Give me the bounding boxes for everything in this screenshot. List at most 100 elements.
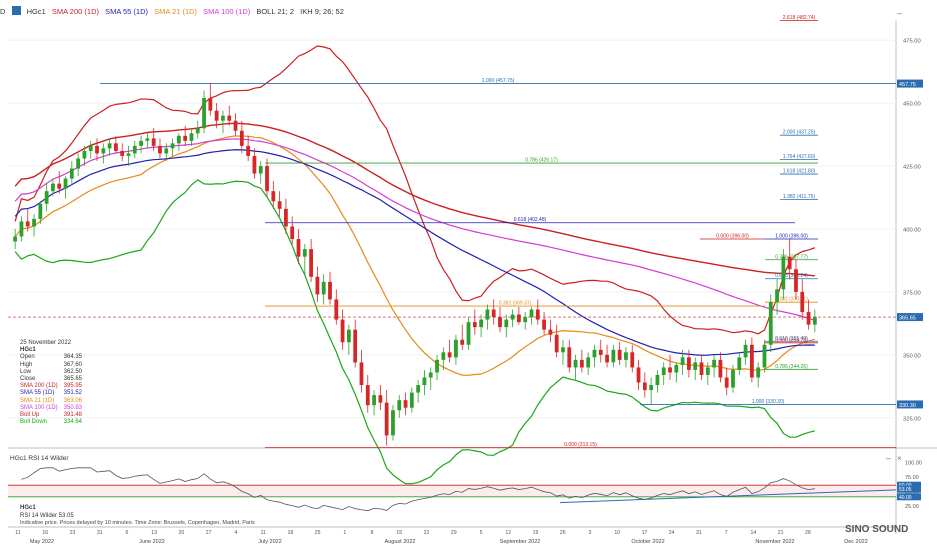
candle[interactable] [334, 289, 339, 325]
candle[interactable] [44, 183, 49, 212]
candle[interactable] [227, 105, 232, 126]
candle[interactable] [781, 249, 786, 300]
rsi-line[interactable] [21, 467, 815, 512]
candle[interactable] [800, 279, 805, 320]
boll-down-line[interactable] [14, 179, 816, 485]
candle[interactable] [88, 140, 93, 159]
candle[interactable] [132, 140, 137, 159]
candle[interactable] [384, 390, 389, 446]
candle[interactable] [466, 317, 471, 350]
candle[interactable] [605, 344, 609, 368]
candle[interactable] [737, 352, 742, 375]
candle[interactable] [611, 344, 616, 368]
candle[interactable] [214, 103, 219, 129]
candle[interactable] [271, 181, 276, 209]
candle[interactable] [699, 354, 704, 381]
candle[interactable] [573, 354, 578, 381]
candle[interactable] [422, 369, 427, 396]
candle[interactable] [598, 339, 603, 363]
candle[interactable] [762, 339, 767, 373]
candle[interactable] [114, 135, 118, 154]
candle[interactable] [454, 334, 458, 365]
candle[interactable] [428, 367, 433, 391]
candle[interactable] [391, 405, 395, 441]
candle[interactable] [126, 145, 131, 167]
candle[interactable] [592, 344, 597, 368]
candle[interactable] [38, 201, 43, 224]
candle[interactable] [743, 339, 748, 365]
candle[interactable] [504, 314, 509, 338]
candle[interactable] [51, 178, 55, 197]
sma100-legend[interactable]: SMA 100 (1D) [203, 7, 251, 16]
candle[interactable] [460, 324, 465, 350]
candle[interactable] [636, 359, 641, 391]
candle[interactable] [416, 380, 421, 403]
candle[interactable] [284, 198, 288, 234]
candle[interactable] [158, 138, 162, 159]
candle[interactable] [794, 259, 798, 300]
candle[interactable] [756, 362, 761, 388]
candle[interactable] [642, 372, 647, 398]
candle[interactable] [346, 324, 351, 355]
candle[interactable] [202, 90, 206, 134]
candle[interactable] [498, 307, 502, 333]
candle[interactable] [561, 339, 565, 365]
candle[interactable] [680, 349, 685, 375]
ikh-legend[interactable]: IKH 9; 26; 52 [300, 7, 344, 16]
candle[interactable] [82, 145, 87, 167]
candle[interactable] [535, 299, 540, 325]
rsi-minimize-icon[interactable]: – [886, 453, 891, 463]
candle[interactable] [397, 395, 402, 418]
candle[interactable] [258, 160, 263, 184]
candle[interactable] [145, 133, 150, 149]
candle[interactable] [579, 349, 584, 373]
candle[interactable] [548, 319, 553, 343]
candle[interactable] [668, 354, 672, 381]
rsi-trendline[interactable] [559, 489, 897, 504]
sma100-line[interactable] [14, 138, 816, 321]
candle[interactable] [724, 367, 729, 396]
candle[interactable] [693, 357, 698, 381]
candle[interactable] [252, 148, 257, 179]
candle[interactable] [340, 309, 345, 350]
candle[interactable] [195, 120, 200, 139]
candle[interactable] [731, 364, 735, 393]
candle[interactable] [221, 110, 225, 134]
candle[interactable] [309, 239, 313, 282]
candle[interactable] [170, 138, 175, 156]
candle[interactable] [372, 390, 376, 416]
candle[interactable] [567, 339, 572, 373]
candle[interactable] [246, 135, 251, 161]
minimize-icon[interactable]: – [897, 8, 902, 18]
candle[interactable] [95, 138, 99, 161]
candle[interactable] [32, 213, 36, 237]
candle[interactable] [479, 314, 484, 338]
candle[interactable] [775, 279, 779, 315]
candle[interactable] [13, 228, 18, 250]
candle[interactable] [649, 377, 654, 406]
price-panel[interactable] [8, 20, 896, 448]
candle[interactable] [435, 354, 439, 381]
candle[interactable] [107, 138, 112, 156]
candle[interactable] [630, 344, 635, 373]
candle[interactable] [674, 362, 679, 383]
symbol-label[interactable]: HGc1 [26, 7, 46, 16]
candle[interactable] [277, 191, 282, 217]
candle[interactable] [63, 176, 68, 199]
candle[interactable] [265, 158, 269, 197]
candle[interactable] [302, 244, 307, 275]
candle[interactable] [101, 143, 106, 164]
candle[interactable] [586, 352, 591, 375]
candle[interactable] [290, 216, 295, 245]
candle[interactable] [485, 304, 490, 330]
candle[interactable] [321, 274, 326, 305]
candle[interactable] [718, 352, 723, 383]
sma200-legend[interactable]: SMA 200 (1D) [51, 7, 99, 16]
candle[interactable] [328, 271, 332, 305]
candle[interactable] [655, 369, 660, 393]
candle[interactable] [120, 143, 125, 161]
candle[interactable] [705, 362, 710, 386]
candle[interactable] [176, 133, 181, 151]
candle[interactable] [542, 312, 546, 335]
candle[interactable] [472, 309, 477, 335]
